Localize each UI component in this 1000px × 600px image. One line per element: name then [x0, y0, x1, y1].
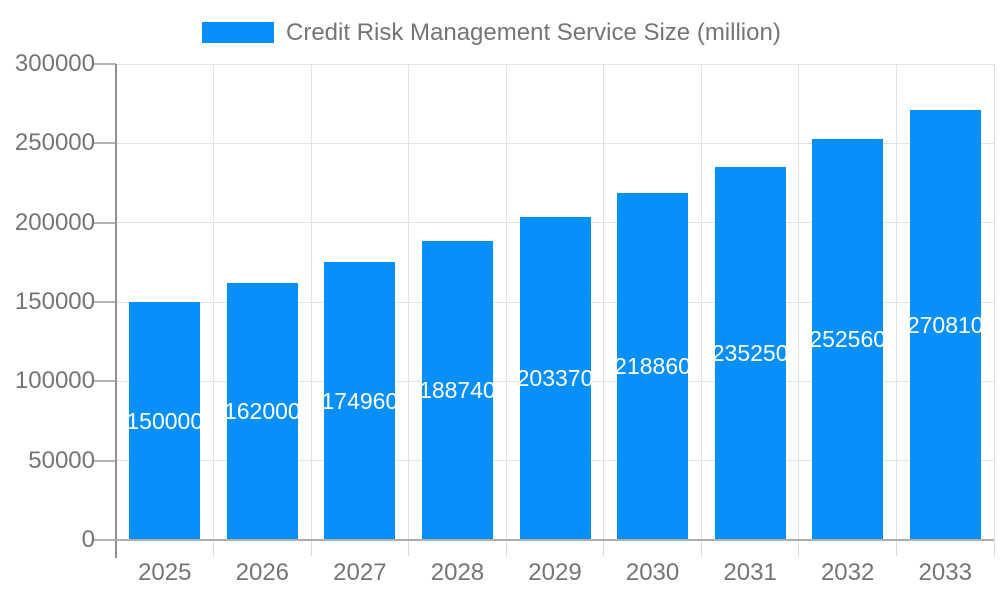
y-axis-tick-label: 300000	[14, 50, 95, 77]
bar[interactable]: 270810	[906, 110, 984, 540]
y-axis-tick-label: 200000	[14, 208, 95, 236]
x-axis-tick	[408, 540, 410, 556]
y-axis-tick	[94, 142, 116, 145]
x-axis-line	[116, 539, 994, 541]
x-gridline	[505, 64, 507, 540]
y-axis-line	[115, 64, 117, 558]
y-axis-tick-label: 150000	[14, 288, 95, 315]
x-axis-tick-label: 2033	[918, 559, 972, 586]
bar[interactable]: 162000	[223, 282, 301, 540]
x-gridline	[993, 64, 995, 540]
legend-swatch[interactable]	[202, 22, 274, 43]
x-axis-tick	[310, 540, 312, 556]
x-axis-tick-label: 2028	[430, 559, 485, 586]
bar-value-label: 252560	[809, 326, 887, 353]
x-axis-tick-label: 2029	[528, 559, 582, 586]
bar[interactable]: 150000	[126, 302, 204, 540]
bar-value-label: 218860	[614, 352, 691, 379]
x-axis-tick	[603, 540, 605, 556]
x-axis-tick-label: 2031	[723, 559, 777, 586]
y-axis-tick-label: 0	[81, 526, 95, 553]
bar[interactable]: 188740	[419, 240, 496, 540]
bar[interactable]: 235250	[711, 166, 789, 540]
x-gridline	[895, 64, 897, 540]
x-axis-tick	[700, 540, 702, 556]
x-gridline	[310, 64, 312, 540]
y-axis-tick	[94, 539, 116, 541]
x-axis-tick	[798, 540, 800, 556]
y-axis-tick	[94, 301, 116, 303]
y-axis-tick-label: 50000	[28, 446, 95, 474]
x-gridline	[603, 64, 605, 540]
y-axis-tick	[94, 459, 116, 462]
y-gridline	[116, 63, 994, 65]
x-axis-tick-label: 2027	[333, 559, 387, 586]
bar-value-label: 203370	[516, 365, 594, 392]
y-axis-tick	[94, 63, 116, 65]
x-axis-tick-label: 2030	[625, 559, 680, 586]
bar[interactable]: 218860	[614, 192, 691, 540]
x-axis-tick	[213, 540, 215, 556]
x-gridline	[408, 64, 410, 540]
y-axis-tick	[94, 380, 116, 383]
bar-value-label: 174960	[321, 387, 399, 414]
y-axis-tick-label: 100000	[14, 367, 95, 395]
x-axis-tick	[505, 540, 507, 556]
y-axis-tick-label: 250000	[14, 129, 95, 157]
x-gridline	[213, 64, 215, 540]
x-gridline	[798, 64, 800, 540]
bar[interactable]: 203370	[516, 217, 594, 540]
bar[interactable]: 174960	[322, 262, 398, 540]
x-axis-tick-label: 2032	[820, 559, 875, 586]
y-axis-tick	[94, 221, 116, 224]
x-gridline	[700, 64, 702, 540]
bar-value-label: 150000	[126, 407, 204, 434]
bar-value-label: 235250	[711, 339, 789, 366]
x-axis-tick	[895, 540, 897, 556]
bar-value-label: 188740	[419, 376, 496, 403]
bar-value-label: 270810	[906, 311, 984, 338]
bar-value-label: 162000	[223, 397, 301, 424]
x-axis-tick-label: 2026	[235, 559, 290, 586]
y-gridline	[116, 142, 994, 144]
x-axis-tick-label: 2025	[138, 559, 192, 586]
bar[interactable]: 252560	[809, 139, 887, 540]
x-axis-tick	[993, 540, 995, 556]
legend-series-label[interactable]: Credit Risk Management Service Size (mil…	[286, 19, 781, 46]
